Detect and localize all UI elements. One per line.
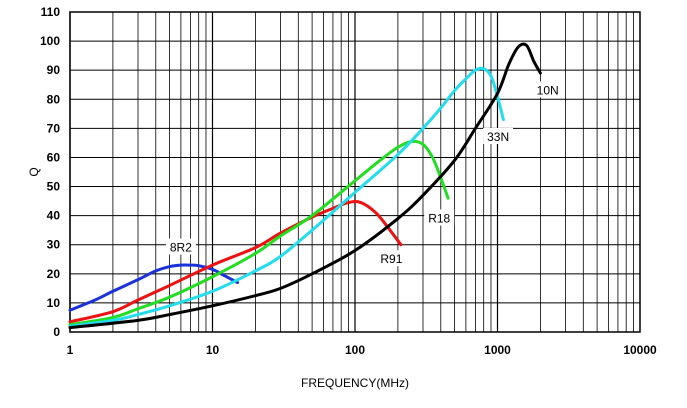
x-tick-labels: 1 10 100 1000 10000 — [67, 343, 657, 357]
curve-label-10n: 10N — [537, 83, 559, 97]
curve-label-r91: R91 — [380, 252, 402, 266]
series-line-r91 — [68, 200, 403, 324]
series-line-33n — [68, 66, 505, 328]
curve-label-bg — [483, 128, 514, 144]
y-tick-label: 0 — [53, 325, 60, 339]
y-tick-label: 70 — [47, 121, 61, 135]
x-axis-title: FREQUENCY(MHz) — [301, 376, 409, 390]
curve-label-8r2: 8R2 — [170, 241, 192, 255]
y-tick-label: 50 — [47, 180, 61, 194]
curve-label-bg — [424, 209, 455, 226]
y-tick-label: 60 — [47, 150, 61, 164]
curve-label-33n: 33N — [487, 130, 509, 144]
y-tick-label: 30 — [47, 238, 61, 252]
y-tick-label: 110 — [41, 5, 61, 19]
x-tick-label: 1000 — [484, 343, 511, 357]
curve-label-bg — [165, 238, 196, 255]
y-tick-label: 100 — [40, 34, 60, 48]
y-tick-label: 40 — [47, 209, 61, 223]
plot-frame — [69, 11, 641, 333]
series-line-r18 — [68, 139, 450, 327]
y-tick-label: 10 — [47, 296, 61, 310]
y-tick-labels: 0 10 20 30 40 50 60 70 80 90 100 110 — [40, 5, 60, 339]
x-tick-label: 10000 — [623, 343, 657, 357]
y-tick-label: 20 — [47, 267, 61, 281]
curve-label-bg — [376, 250, 407, 267]
y-tick-label: 90 — [47, 63, 61, 77]
y-tick-label: 80 — [47, 92, 61, 106]
series-layer — [68, 42, 542, 330]
curve-label-bg — [532, 81, 563, 98]
series-line-8r2 — [68, 263, 240, 312]
grid-minor — [112, 12, 634, 332]
curve-labels: 8R2 R91 R18 33N 10N — [165, 81, 563, 267]
y-axis-title: Q — [27, 167, 41, 176]
series-line-10n — [68, 42, 542, 330]
x-tick-label: 10 — [206, 343, 220, 357]
x-tick-label: 100 — [345, 343, 365, 357]
curve-label-r18: R18 — [428, 211, 450, 225]
x-tick-label: 1 — [67, 343, 74, 357]
